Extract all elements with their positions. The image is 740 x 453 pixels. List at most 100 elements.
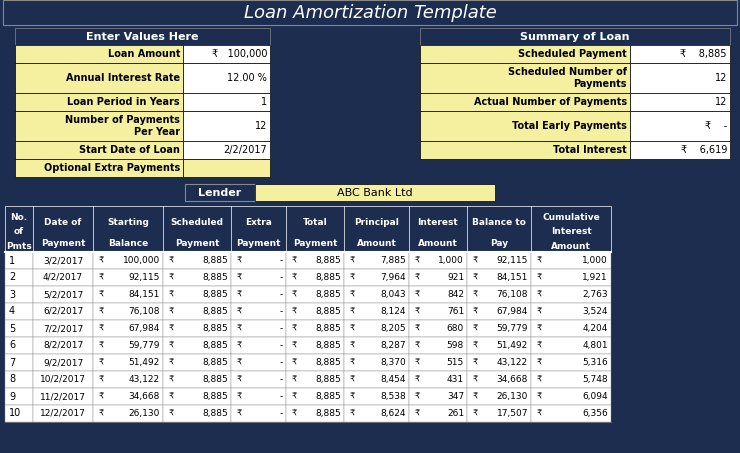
Text: 761: 761 <box>447 307 464 316</box>
Text: ₹: ₹ <box>537 358 542 367</box>
FancyBboxPatch shape <box>255 184 495 201</box>
Text: ₹: ₹ <box>99 307 104 316</box>
FancyBboxPatch shape <box>163 303 231 320</box>
FancyBboxPatch shape <box>420 63 630 93</box>
Text: ₹: ₹ <box>537 392 542 401</box>
Text: 6,356: 6,356 <box>582 409 608 418</box>
Text: ₹: ₹ <box>99 324 104 333</box>
Text: ₹: ₹ <box>169 375 175 384</box>
FancyBboxPatch shape <box>286 252 344 269</box>
FancyBboxPatch shape <box>5 354 33 371</box>
Text: 8,043: 8,043 <box>380 290 406 299</box>
Text: 2: 2 <box>9 273 16 283</box>
Text: ₹: ₹ <box>473 375 478 384</box>
Text: 43,122: 43,122 <box>129 375 160 384</box>
FancyBboxPatch shape <box>231 405 286 422</box>
FancyBboxPatch shape <box>467 371 531 388</box>
Text: ₹: ₹ <box>169 392 175 401</box>
Text: -: - <box>280 409 283 418</box>
Text: 5,316: 5,316 <box>582 358 608 367</box>
Text: ₹: ₹ <box>99 409 104 418</box>
Text: ₹: ₹ <box>415 290 420 299</box>
Text: ₹   100,000: ₹ 100,000 <box>212 49 267 59</box>
FancyBboxPatch shape <box>33 405 93 422</box>
Text: -: - <box>280 341 283 350</box>
Text: Amount: Amount <box>551 242 591 251</box>
Text: 12: 12 <box>715 73 727 83</box>
Text: ₹    6,619: ₹ 6,619 <box>681 145 727 155</box>
FancyBboxPatch shape <box>231 388 286 405</box>
Text: 4,204: 4,204 <box>582 324 608 333</box>
Text: ₹: ₹ <box>169 307 175 316</box>
Text: ₹: ₹ <box>415 307 420 316</box>
Text: ₹: ₹ <box>473 324 478 333</box>
FancyBboxPatch shape <box>231 303 286 320</box>
Text: 8/2/2017: 8/2/2017 <box>43 341 83 350</box>
FancyBboxPatch shape <box>409 371 467 388</box>
FancyBboxPatch shape <box>344 303 409 320</box>
Text: 8,885: 8,885 <box>315 358 341 367</box>
FancyBboxPatch shape <box>409 303 467 320</box>
Text: ₹: ₹ <box>237 290 243 299</box>
Text: ₹: ₹ <box>237 358 243 367</box>
Text: 8,885: 8,885 <box>315 324 341 333</box>
Text: 2/2/2017: 2/2/2017 <box>223 145 267 155</box>
FancyBboxPatch shape <box>5 286 33 303</box>
Text: 8,885: 8,885 <box>202 307 228 316</box>
Text: -: - <box>280 358 283 367</box>
FancyBboxPatch shape <box>409 337 467 354</box>
Text: 2,763: 2,763 <box>582 290 608 299</box>
FancyBboxPatch shape <box>93 269 163 286</box>
Text: 515: 515 <box>447 358 464 367</box>
Text: 51,492: 51,492 <box>129 358 160 367</box>
Text: ₹: ₹ <box>292 324 297 333</box>
FancyBboxPatch shape <box>467 269 531 286</box>
Text: 8,885: 8,885 <box>315 341 341 350</box>
FancyBboxPatch shape <box>467 303 531 320</box>
Text: ₹: ₹ <box>99 290 104 299</box>
FancyBboxPatch shape <box>93 405 163 422</box>
Text: Scheduled Number of
Payments: Scheduled Number of Payments <box>508 67 627 89</box>
Text: 8,885: 8,885 <box>315 256 341 265</box>
Text: Amount: Amount <box>418 239 458 248</box>
Text: 1,921: 1,921 <box>582 273 608 282</box>
Text: Total Early Payments: Total Early Payments <box>512 121 627 131</box>
FancyBboxPatch shape <box>531 320 611 337</box>
Text: 4/2/2017: 4/2/2017 <box>43 273 83 282</box>
FancyBboxPatch shape <box>630 45 730 63</box>
FancyBboxPatch shape <box>5 206 611 252</box>
Text: ₹: ₹ <box>473 341 478 350</box>
Text: 8,885: 8,885 <box>315 392 341 401</box>
Text: 76,108: 76,108 <box>497 290 528 299</box>
FancyBboxPatch shape <box>344 252 409 269</box>
Text: Loan Amount: Loan Amount <box>107 49 180 59</box>
Text: 8,538: 8,538 <box>380 392 406 401</box>
Text: 8,885: 8,885 <box>315 273 341 282</box>
FancyBboxPatch shape <box>93 286 163 303</box>
FancyBboxPatch shape <box>286 354 344 371</box>
Text: 8,885: 8,885 <box>202 324 228 333</box>
Text: ₹: ₹ <box>415 375 420 384</box>
Text: ₹: ₹ <box>473 256 478 265</box>
FancyBboxPatch shape <box>467 354 531 371</box>
Text: 8,454: 8,454 <box>380 375 406 384</box>
Text: Extra: Extra <box>245 218 272 227</box>
Text: 7: 7 <box>9 357 16 367</box>
FancyBboxPatch shape <box>185 184 255 201</box>
Text: ₹: ₹ <box>292 256 297 265</box>
Text: 842: 842 <box>447 290 464 299</box>
FancyBboxPatch shape <box>409 320 467 337</box>
FancyBboxPatch shape <box>409 405 467 422</box>
Text: 6,094: 6,094 <box>582 392 608 401</box>
Text: ₹: ₹ <box>169 273 175 282</box>
Text: 12: 12 <box>255 121 267 131</box>
FancyBboxPatch shape <box>5 303 33 320</box>
Text: 26,130: 26,130 <box>497 392 528 401</box>
FancyBboxPatch shape <box>531 388 611 405</box>
Text: 5: 5 <box>9 323 16 333</box>
Text: ₹: ₹ <box>292 307 297 316</box>
FancyBboxPatch shape <box>163 269 231 286</box>
Text: Date of: Date of <box>44 218 81 227</box>
FancyBboxPatch shape <box>15 63 183 93</box>
Text: 34,668: 34,668 <box>129 392 160 401</box>
